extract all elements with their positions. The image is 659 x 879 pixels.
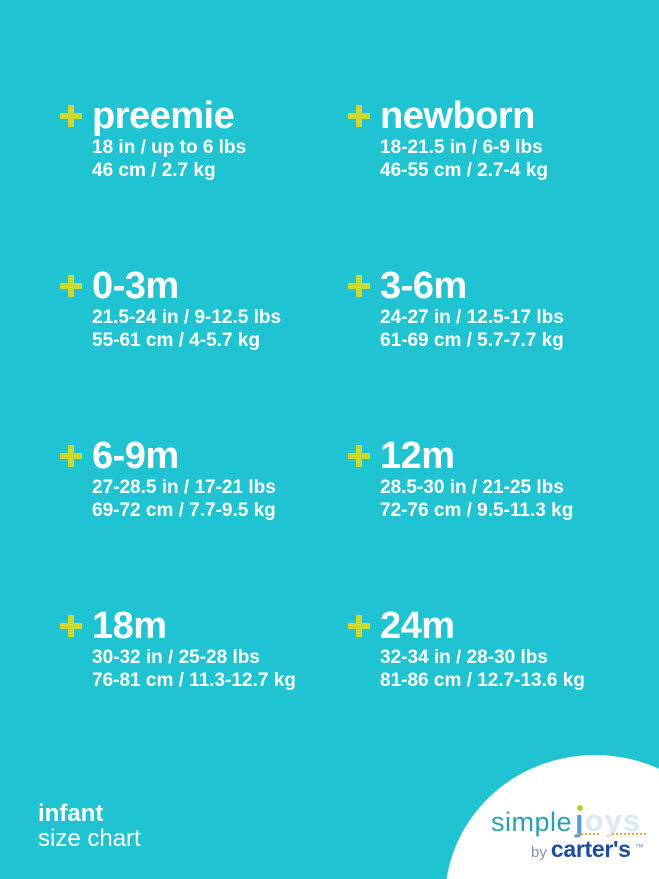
size-header: 3-6m	[348, 265, 653, 307]
size-imperial: 18-21.5 in / 6-9 lbs	[380, 137, 543, 158]
logo-letters-oys: oys	[584, 803, 642, 838]
size-imperial: 28.5-30 in / 21-25 lbs	[380, 477, 564, 498]
plus-icon	[348, 275, 370, 297]
size-metric: 46-55 cm / 2.7-4 kg	[380, 160, 548, 181]
plus-icon	[60, 275, 82, 297]
size-header: preemie	[60, 95, 365, 137]
size-imperial: 24-27 in / 12.5-17 lbs	[380, 307, 564, 328]
chart-category: infant	[38, 800, 104, 827]
size-imperial: 27-28.5 in / 17-21 lbs	[92, 477, 276, 498]
size-metric: 76-81 cm / 11.3-12.7 kg	[92, 670, 296, 691]
plus-icon	[348, 615, 370, 637]
size-label: 0-3m	[92, 265, 179, 307]
stitch-dots-icon	[577, 833, 599, 835]
chart-subtitle: size chart	[38, 825, 141, 852]
size-metric: 72-76 cm / 9.5-11.3 kg	[380, 500, 574, 521]
size-cell-24m: 24m 32-34 in / 28-30 lbs 81-86 cm / 12.7…	[348, 605, 653, 692]
size-metric: 46 cm / 2.7 kg	[92, 160, 216, 181]
size-header: 12m	[348, 435, 653, 477]
size-header: newborn	[348, 95, 653, 137]
size-label: 6-9m	[92, 435, 179, 477]
plus-icon	[348, 445, 370, 467]
size-metric: 69-72 cm / 7.7-9.5 kg	[92, 500, 276, 521]
size-imperial: 18 in / up to 6 lbs	[92, 137, 247, 158]
plus-icon	[60, 445, 82, 467]
logo-word-simple: simple	[491, 807, 573, 837]
size-imperial: 21.5-24 in / 9-12.5 lbs	[92, 307, 282, 328]
size-metric: 81-86 cm / 12.7-13.6 kg	[380, 670, 585, 691]
size-label: 3-6m	[380, 265, 467, 307]
trademark-symbol: ™	[634, 842, 644, 852]
brand-logo: simple joys	[491, 805, 641, 836]
size-header: 24m	[348, 605, 653, 647]
size-cell-newborn: newborn 18-21.5 in / 6-9 lbs 46-55 cm / …	[348, 95, 653, 182]
size-label: 12m	[380, 435, 455, 477]
plus-icon	[348, 105, 370, 127]
size-label: newborn	[380, 95, 535, 137]
size-header: 18m	[60, 605, 365, 647]
size-label: 24m	[380, 605, 455, 647]
size-cell-18m: 18m 30-32 in / 25-28 lbs 76-81 cm / 11.3…	[60, 605, 365, 692]
plus-icon	[60, 615, 82, 637]
logo-word-joys: joys	[575, 805, 641, 836]
size-header: 0-3m	[60, 265, 365, 307]
size-metric: 55-61 cm / 4-5.7 kg	[92, 330, 260, 351]
size-cell-3-6m: 3-6m 24-27 in / 12.5-17 lbs 61-69 cm / 5…	[348, 265, 653, 352]
logo-by: by	[531, 844, 547, 861]
plus-icon	[60, 105, 82, 127]
size-cell-12m: 12m 28.5-30 in / 21-25 lbs 72-76 cm / 9.…	[348, 435, 653, 522]
brand-byline: by carter's ™	[531, 836, 644, 863]
size-label: preemie	[92, 95, 235, 137]
size-label: 18m	[92, 605, 167, 647]
stitch-dots-icon	[612, 833, 646, 835]
chart-footer: infant size chart	[38, 802, 141, 851]
size-metric: 61-69 cm / 5.7-7.7 kg	[380, 330, 564, 351]
size-imperial: 32-34 in / 28-30 lbs	[380, 647, 548, 668]
size-cell-preemie: preemie 18 in / up to 6 lbs 46 cm / 2.7 …	[60, 95, 365, 182]
logo-carters: carter's	[550, 836, 631, 862]
size-cell-0-3m: 0-3m 21.5-24 in / 9-12.5 lbs 55-61 cm / …	[60, 265, 365, 352]
size-imperial: 30-32 in / 25-28 lbs	[92, 647, 260, 668]
size-cell-6-9m: 6-9m 27-28.5 in / 17-21 lbs 69-72 cm / 7…	[60, 435, 365, 522]
logo-letter-j: j	[575, 803, 585, 838]
size-header: 6-9m	[60, 435, 365, 477]
